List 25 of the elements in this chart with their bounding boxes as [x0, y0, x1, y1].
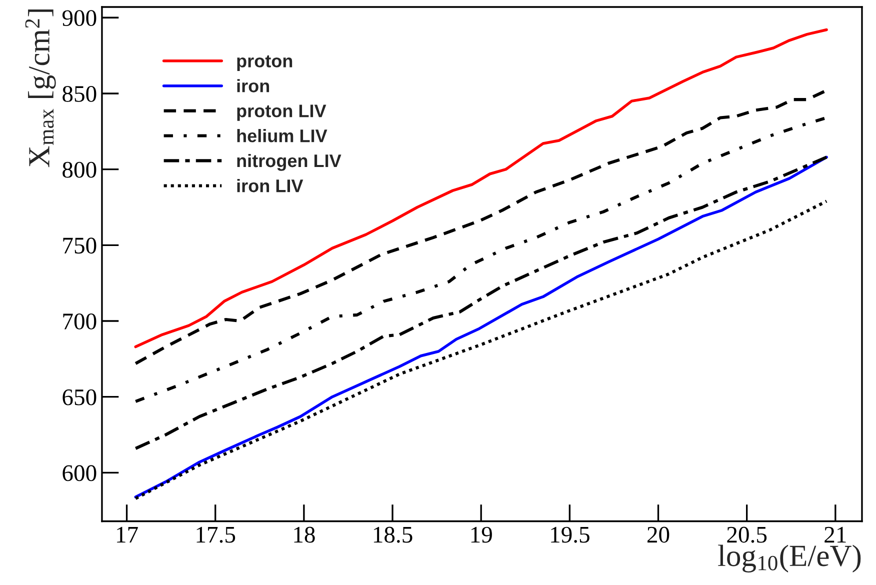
y-tick-label: 650: [62, 389, 96, 406]
x-axis-title: log$_{10}$(E/eV): [718, 544, 861, 573]
y-tick-label: 900: [62, 10, 96, 26]
x-tick-label: 17: [117, 526, 138, 542]
x-tick-label: 18.5: [374, 526, 412, 543]
y-tick-label: 750: [63, 238, 96, 254]
legend-label: iron: [237, 79, 270, 92]
y-tick-label: 700: [63, 314, 96, 330]
y-tick-label: 850: [62, 86, 96, 102]
x-tick-label: 18: [294, 526, 315, 543]
x-tick-label: 19: [471, 526, 492, 543]
y-tick-label: 600: [62, 465, 96, 482]
x-tick-label: 17.5: [196, 526, 236, 543]
legend-label: proton LIV: [237, 104, 326, 121]
y-axis-title: X$_{max}$ [g/cm$^{2}$]: [25, 9, 56, 168]
x-tick-label: 19.5: [551, 526, 590, 543]
y-tick-label: 800: [62, 162, 96, 178]
legend-label: helium LIV: [237, 128, 328, 142]
x-tick-label: 20: [647, 526, 670, 543]
x-tick-label: 20.5: [727, 526, 767, 543]
legend-label: nitrogen LIV: [237, 154, 342, 171]
legend-label: iron LIV: [237, 178, 304, 192]
legend-label: proton: [237, 55, 292, 71]
line-series: [134, 28, 828, 348]
x-tick-label: 21: [824, 526, 846, 542]
